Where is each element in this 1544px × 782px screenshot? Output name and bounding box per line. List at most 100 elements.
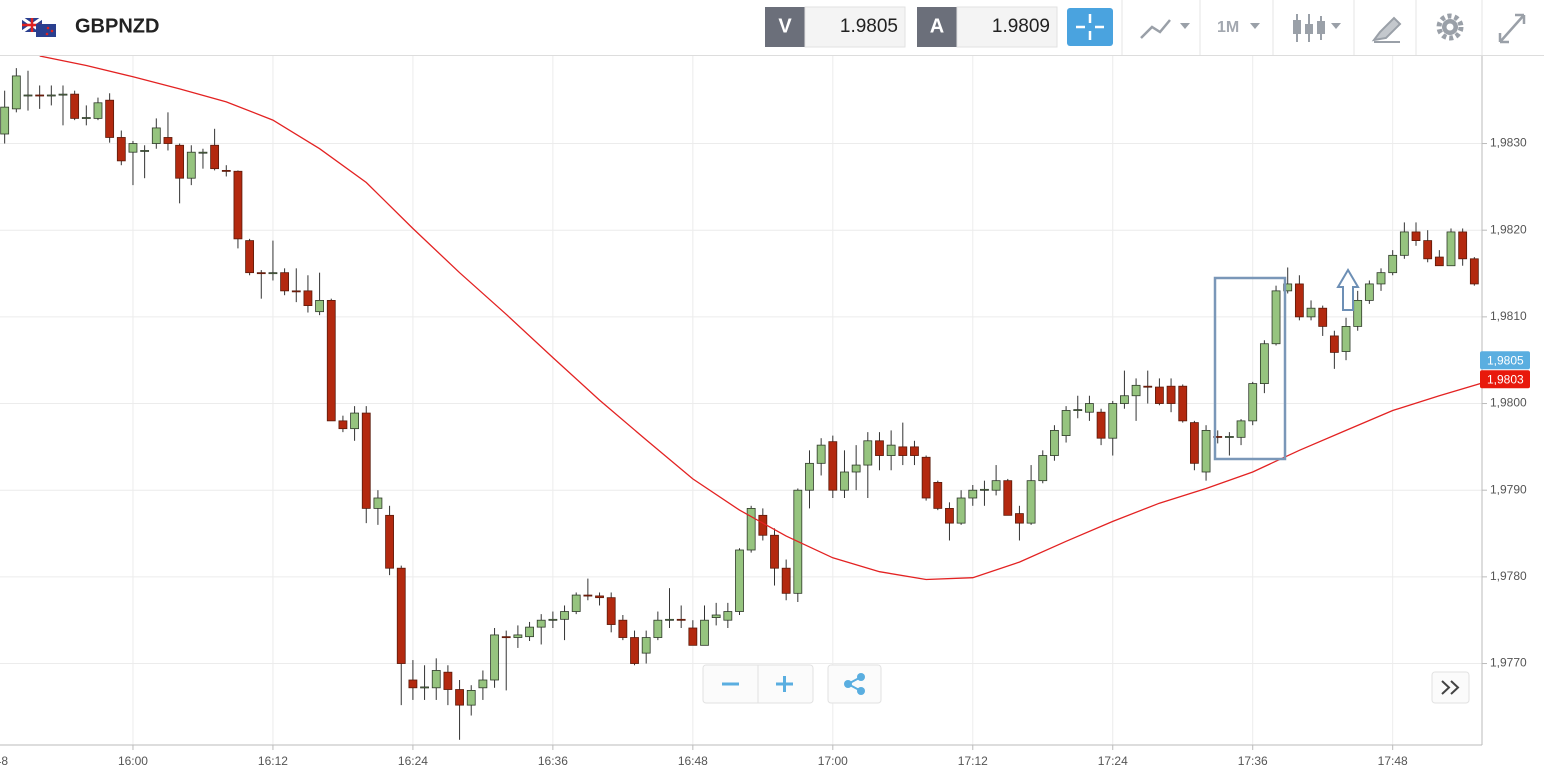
moving-average [39, 56, 1482, 581]
candle-body [23, 94, 33, 97]
candle-body [536, 619, 546, 628]
candle-body [431, 670, 441, 689]
share-node [857, 673, 865, 681]
last-price-tag-label: 1,9805 [1487, 353, 1524, 367]
toolbar: GBPNZD V 1.9805 A 1.9809 1M [0, 0, 1544, 56]
candle-body [1224, 436, 1234, 438]
candle-body [1446, 231, 1456, 267]
crosshair-button[interactable] [1067, 8, 1113, 46]
candle-body [665, 618, 674, 621]
expand-button[interactable] [1498, 13, 1526, 44]
x-tick-label: 16:00 [118, 754, 148, 768]
y-tick-label: 1,9780 [1490, 569, 1527, 583]
candle-body [1038, 455, 1048, 482]
candle-body [1469, 258, 1479, 285]
candle-body [116, 137, 126, 162]
zoom-in-button[interactable] [776, 676, 793, 692]
settings-button[interactable] [1436, 13, 1464, 41]
share-button[interactable] [827, 664, 882, 704]
scroll-end-icon [1441, 680, 1460, 695]
candle-body [630, 637, 639, 664]
candle-body [1189, 422, 1199, 464]
y-tick-label: 1,9770 [1490, 656, 1527, 670]
gear-teeth [1436, 13, 1464, 41]
draw-button[interactable] [1371, 16, 1402, 43]
candle-body [595, 595, 604, 599]
candle-body [711, 614, 721, 618]
candle-body [0, 106, 10, 135]
candle-body [1166, 385, 1176, 404]
candle-body [408, 679, 418, 689]
candle-body [1015, 513, 1024, 524]
candle-body [956, 497, 966, 524]
candle-body [140, 150, 150, 152]
candle-body [105, 99, 115, 138]
candle-body [840, 471, 849, 491]
ma-price-tag-label: 1,9803 [1487, 372, 1524, 386]
candle-body [968, 489, 978, 499]
flag-nz-star [46, 26, 50, 30]
candle-body [361, 412, 371, 509]
candle-body [490, 634, 499, 681]
ask-box [956, 6, 1058, 48]
y-tick-label: 1,9800 [1490, 396, 1527, 410]
candle-body [268, 272, 278, 275]
candle-body [653, 619, 663, 638]
crosshair-icon [1076, 14, 1104, 40]
candle-body [1085, 403, 1094, 413]
x-tick-label: 16:48 [678, 754, 708, 768]
candle-body [805, 462, 814, 491]
candle-body [921, 456, 931, 499]
dropdown-caret [1180, 23, 1190, 29]
x-tick-label: 17:48 [1378, 754, 1408, 768]
candle-body [1283, 283, 1293, 292]
candle-icon [1293, 20, 1301, 34]
candle-body [583, 594, 593, 597]
candle-body [618, 619, 628, 638]
chart-type-button[interactable] [1140, 19, 1190, 39]
candle-body [1329, 335, 1339, 353]
candle-body [315, 299, 324, 313]
scroll-end-button[interactable] [1431, 671, 1470, 704]
candle-body [781, 567, 791, 594]
ma-price-tag [1480, 370, 1530, 389]
candle-body [1259, 343, 1269, 385]
candle-body [723, 611, 733, 621]
y-tick-label: 1,9790 [1490, 482, 1527, 496]
flag-nz-star [50, 29, 54, 33]
candle-body [700, 619, 709, 646]
candle-body [280, 272, 290, 292]
bid-button[interactable] [765, 7, 805, 47]
candle-body [501, 636, 511, 639]
candle-style-button[interactable] [1293, 14, 1341, 42]
candle-body [291, 290, 301, 293]
candle-body [1143, 385, 1153, 388]
candle-body [746, 507, 756, 551]
candle-body [46, 94, 56, 97]
plot-area [0, 56, 1482, 740]
candle-body [910, 446, 919, 456]
candle-body [1155, 386, 1164, 404]
candle-body [571, 594, 581, 612]
candle-body [373, 497, 383, 509]
candle-body [175, 144, 185, 179]
candle-body [221, 169, 231, 172]
candle-body [1248, 383, 1258, 422]
highlight-box [1213, 276, 1287, 461]
x-tick-label: 17:24 [1098, 754, 1128, 768]
candle-body [455, 689, 464, 706]
candle-body [548, 618, 558, 621]
bid-box [804, 6, 906, 48]
candle-body [641, 637, 651, 654]
y-tick-label: 1,9810 [1490, 309, 1527, 323]
x-tick-label: 17:36 [1238, 754, 1268, 768]
line-icon [1140, 19, 1171, 39]
candle-body [396, 567, 406, 664]
candle-body [128, 143, 138, 153]
timeframe[interactable]: 1M [1217, 19, 1239, 36]
candle-body [81, 117, 91, 119]
ask-button[interactable] [917, 7, 957, 47]
candle-body [303, 290, 313, 307]
